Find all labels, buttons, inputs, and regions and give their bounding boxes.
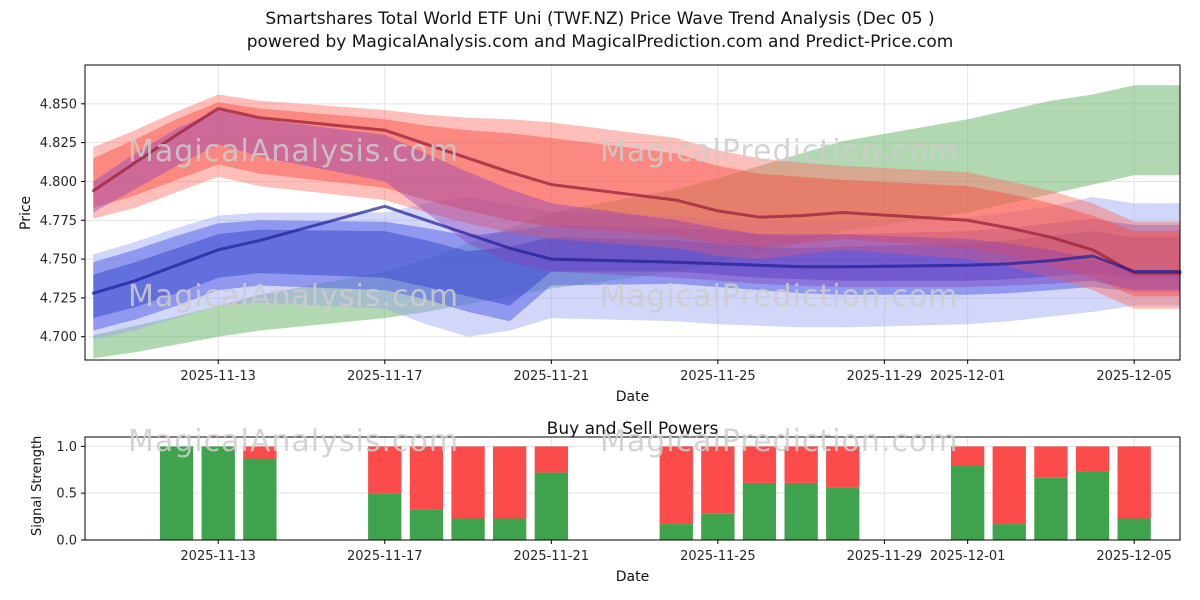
red-main-band bbox=[93, 102, 1180, 297]
blue-trend-line bbox=[91, 204, 1182, 295]
sell-power-bar bbox=[1034, 446, 1068, 478]
x-tick-label: 2025-12-05 bbox=[1096, 369, 1172, 384]
buy-power-bar bbox=[368, 493, 402, 540]
y-tick-label: 4.800 bbox=[40, 175, 77, 190]
sell-power-bar bbox=[534, 446, 568, 473]
y-tick-label: 1.0 bbox=[56, 440, 77, 455]
x-tick-label: 2025-11-17 bbox=[347, 549, 423, 564]
buy-power-bar bbox=[534, 472, 568, 540]
y-tick-label: 4.825 bbox=[40, 136, 77, 151]
y-tick-label: 4.700 bbox=[40, 330, 77, 345]
x-tick-label: 2025-11-21 bbox=[514, 549, 590, 564]
buy-power-bar bbox=[659, 524, 693, 540]
y-tick-label: 4.750 bbox=[40, 253, 77, 268]
y-tick-label: 0.0 bbox=[56, 534, 77, 549]
sell-power-bar bbox=[992, 446, 1026, 525]
powers-chart-title: Buy and Sell Powers bbox=[546, 419, 719, 439]
blue-main-band bbox=[93, 218, 1180, 331]
x-tick-label: 2025-11-21 bbox=[514, 369, 590, 384]
buy-power-bar bbox=[826, 487, 860, 540]
buy-power-bar bbox=[493, 518, 527, 540]
sell-power-bar bbox=[451, 446, 485, 519]
sell-power-bar bbox=[1117, 446, 1151, 519]
sell-power-bar bbox=[659, 446, 693, 525]
buy-power-bar bbox=[951, 466, 985, 540]
y-tick-label: 4.850 bbox=[40, 97, 77, 112]
buy-power-bar bbox=[992, 524, 1026, 540]
x-tick-label: 2025-11-17 bbox=[347, 369, 423, 384]
x-tick-label: 2025-12-05 bbox=[1096, 549, 1172, 564]
axes-frame bbox=[84, 436, 1181, 541]
x-tick-label: 2025-11-25 bbox=[680, 549, 756, 564]
buy-power-bar bbox=[1117, 518, 1151, 540]
sell-power-bar bbox=[951, 446, 985, 467]
buy-power-bar bbox=[1075, 471, 1110, 540]
x-tick-label: 2025-11-13 bbox=[180, 369, 256, 384]
sell-power-bar bbox=[742, 446, 777, 483]
y-tick-label: 4.725 bbox=[40, 291, 77, 306]
signal-strength-axis-label: Signal Strength bbox=[30, 435, 45, 536]
x-tick-label: 2025-12-01 bbox=[930, 549, 1006, 564]
sell-power-bar bbox=[243, 446, 277, 459]
x-tick-label: 2025-11-25 bbox=[680, 369, 756, 384]
y-tick-label: 0.5 bbox=[56, 487, 77, 502]
buy-power-bar bbox=[201, 446, 235, 540]
sell-power-bar bbox=[701, 446, 735, 514]
sell-power-bar bbox=[784, 446, 818, 483]
price-axis-label: Price bbox=[18, 195, 34, 230]
price-chart-date-label: Date bbox=[615, 389, 650, 405]
purple-overlap-band bbox=[93, 110, 1180, 291]
sell-power-bar bbox=[368, 446, 402, 494]
figure-subtitle: powered by MagicalAnalysis.com and Magic… bbox=[246, 32, 954, 52]
buy-power-bar bbox=[243, 458, 277, 540]
sell-power-bar bbox=[1075, 446, 1110, 472]
powers-chart-date-label: Date bbox=[615, 569, 650, 585]
x-tick-label: 2025-11-29 bbox=[847, 369, 923, 384]
y-tick-label: 4.775 bbox=[40, 214, 77, 229]
buy-power-bar bbox=[159, 446, 194, 540]
x-tick-label: 2025-12-01 bbox=[930, 369, 1006, 384]
red-trend-line bbox=[91, 107, 1182, 275]
x-tick-label: 2025-11-29 bbox=[847, 549, 923, 564]
buy-power-bar bbox=[701, 513, 735, 540]
sell-power-bar bbox=[826, 446, 860, 488]
buy-power-bar bbox=[1034, 477, 1068, 540]
sell-power-bar bbox=[409, 446, 444, 510]
buy-power-bar bbox=[451, 518, 485, 540]
buy-power-bar bbox=[784, 482, 818, 540]
figure-title: Smartshares Total World ETF Uni (TWF.NZ)… bbox=[265, 9, 935, 29]
blue-inner-band bbox=[93, 229, 1180, 319]
buy-power-bar bbox=[742, 482, 777, 540]
axes-frame bbox=[84, 64, 1181, 361]
x-tick-label: 2025-11-13 bbox=[180, 549, 256, 564]
sell-power-bar bbox=[493, 446, 527, 519]
buy-power-bar bbox=[409, 509, 444, 540]
